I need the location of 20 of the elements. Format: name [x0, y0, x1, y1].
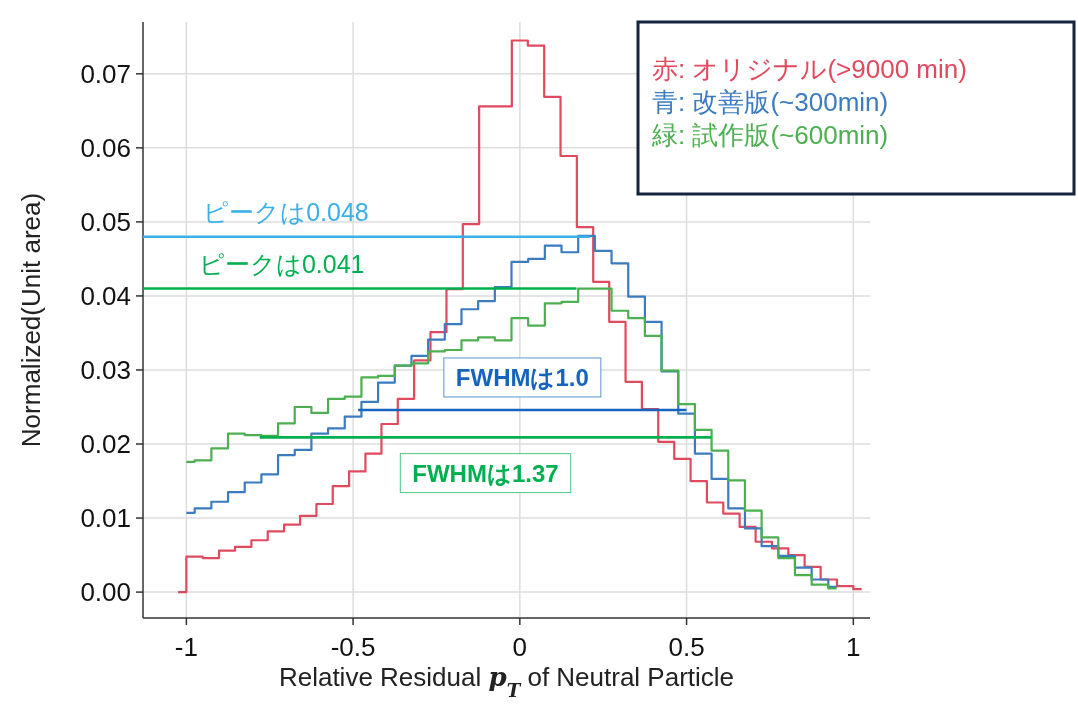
annotation: FWHMは1.37	[412, 459, 559, 487]
y-tick-label: 0.05	[80, 206, 131, 237]
annotation: ピークは0.048	[203, 197, 369, 226]
y-tick-label: 0.06	[80, 132, 131, 163]
y-tick-label: 0.03	[80, 354, 131, 385]
x-tick-label: 1	[846, 632, 861, 662]
annotation: ピークは0.041	[198, 249, 365, 278]
x-tick-label: 0	[512, 632, 528, 662]
x-tick-label: -1	[174, 632, 198, 662]
y-axis-title: Normalized(Unit area)	[16, 192, 46, 448]
x-tick-label: -0.5	[330, 632, 376, 662]
y-tick-label: 0.07	[80, 58, 131, 89]
y-tick-label: 0.04	[80, 280, 131, 311]
y-tick-label: 0.01	[80, 503, 131, 534]
y-tick-label: 0.00	[80, 577, 131, 608]
legend: 赤: オリジナル(>9000 min) 青: 改善版(~300min) 緑: 試作版(~600min)	[636, 20, 1076, 196]
y-tick-label: 0.02	[80, 429, 131, 460]
x-axis-title: Relative Residual p$_{T}$ of Neutral Particle	[278, 662, 735, 701]
annotation: FWHMは1.0	[455, 363, 589, 391]
x-tick-label: 0.5	[668, 632, 705, 662]
